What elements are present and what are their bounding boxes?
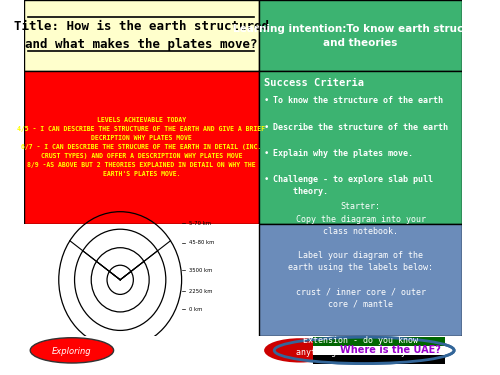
Text: Learning intention:To know earth structure
and theories: Learning intention:To know earth structu… <box>233 24 488 48</box>
Text: Where is the UAE?: Where is the UAE? <box>340 345 441 355</box>
Text: •: • <box>264 123 270 132</box>
Ellipse shape <box>274 337 454 363</box>
Ellipse shape <box>264 338 336 363</box>
Text: Challenge - to explore slab pull
    theory.: Challenge - to explore slab pull theory. <box>273 175 433 196</box>
Text: 45-80 km: 45-80 km <box>188 240 214 245</box>
Text: Describe the structure of the earth: Describe the structure of the earth <box>273 123 448 132</box>
FancyBboxPatch shape <box>314 346 445 355</box>
FancyBboxPatch shape <box>24 0 259 71</box>
Text: 0 km: 0 km <box>188 306 202 312</box>
Text: LEVELS ACHIEVABLE TODAY
4/5 - I CAN DESCRIBE THE STRUCTURE OF THE EARTH AND GIVE: LEVELS ACHIEVABLE TODAY 4/5 - I CAN DESC… <box>18 117 266 177</box>
FancyBboxPatch shape <box>24 336 462 365</box>
Text: 5-70 km: 5-70 km <box>188 221 210 226</box>
Text: •: • <box>264 96 270 105</box>
Text: Title: How is the earth structured
and what makes the plates move?: Title: How is the earth structured and w… <box>14 20 269 51</box>
Text: Success Criteria: Success Criteria <box>264 78 364 88</box>
Text: Explain why the plates move.: Explain why the plates move. <box>273 149 413 158</box>
FancyBboxPatch shape <box>259 0 462 71</box>
Text: To know the structure of the earth: To know the structure of the earth <box>273 96 443 105</box>
FancyBboxPatch shape <box>314 355 445 363</box>
FancyBboxPatch shape <box>24 224 259 336</box>
FancyBboxPatch shape <box>259 71 462 224</box>
Text: •: • <box>264 149 270 158</box>
Text: 3500 km: 3500 km <box>188 268 212 273</box>
Text: Exploring: Exploring <box>52 347 92 356</box>
Text: 2250 km: 2250 km <box>188 289 212 294</box>
Ellipse shape <box>30 338 114 363</box>
Text: Starter:
Copy the diagram into your
class notebook.

Label your diagram of the
e: Starter: Copy the diagram into your clas… <box>288 202 433 357</box>
FancyBboxPatch shape <box>314 337 445 346</box>
FancyBboxPatch shape <box>259 224 462 336</box>
FancyBboxPatch shape <box>24 71 259 224</box>
Text: •: • <box>264 175 270 184</box>
